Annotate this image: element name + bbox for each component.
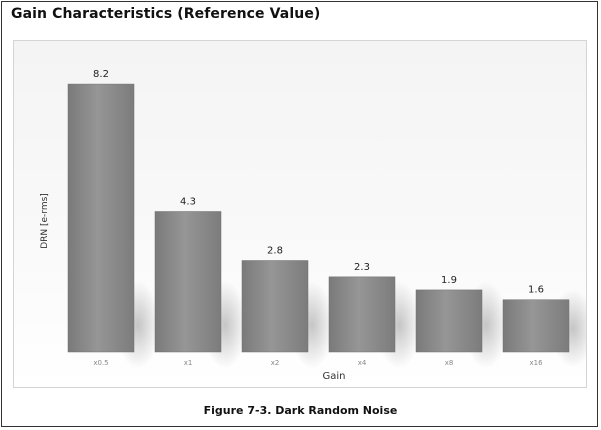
x-tick-label: x0.5 (93, 359, 108, 367)
figure-caption: Figure 7-3. Dark Random Noise (203, 404, 398, 417)
bar-x4 (328, 276, 396, 353)
value-label: 2.3 (354, 262, 370, 273)
value-labels-group: 8.2 4.3 2.8 2.3 1.9 1.6 (93, 69, 544, 296)
value-label: 8.2 (93, 69, 109, 80)
x-axis-label: Gain (323, 371, 346, 382)
x-tick-label: x2 (271, 359, 280, 367)
bars-group (67, 83, 570, 353)
chart-panel: 8.2 4.3 2.8 2.3 1.9 1.6 x0.5 x1 x2 x4 x8 x16 DRN [… (13, 40, 587, 388)
x-tick-label: x4 (358, 359, 367, 367)
x-tick-label: x8 (445, 359, 454, 367)
page-heading: Gain Characteristics (Reference Value) (11, 6, 321, 22)
bar-x2 (241, 260, 309, 353)
value-label: 4.3 (180, 197, 196, 208)
bar-chart: 8.2 4.3 2.8 2.3 1.9 1.6 x0.5 x1 x2 x4 x8 x16 DRN [… (40, 69, 586, 382)
bar-x0.5 (67, 83, 135, 353)
bar-x8 (415, 289, 483, 353)
bar-x1 (154, 211, 222, 353)
y-axis-label: DRN [e-rms] (40, 193, 50, 249)
x-tick-label: x16 (529, 359, 543, 367)
value-label: 1.9 (441, 275, 457, 286)
value-label: 2.8 (267, 246, 283, 257)
value-label: 1.6 (528, 285, 544, 296)
x-tick-label: x1 (184, 359, 193, 367)
bar-x16 (502, 299, 570, 353)
x-tick-labels-group: x0.5 x1 x2 x4 x8 x16 (93, 359, 543, 367)
